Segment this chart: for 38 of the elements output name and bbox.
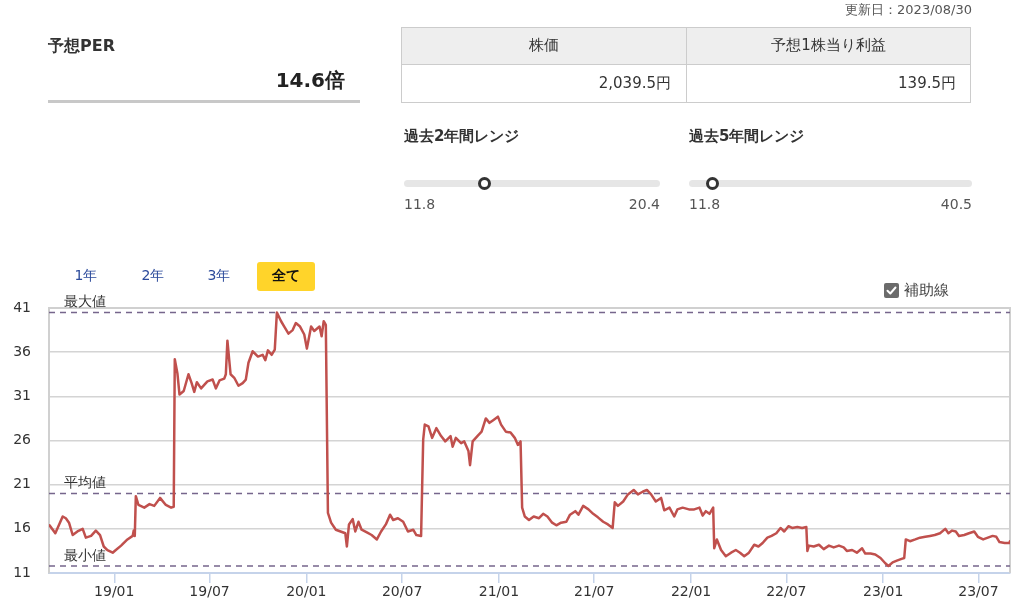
x-tick-label: 21/07 <box>574 583 615 600</box>
ref-line-label: 最大値 <box>64 293 106 310</box>
x-tick-label: 22/01 <box>670 583 712 600</box>
y-tick-label: 26 <box>13 431 32 448</box>
text: 1年 <box>74 267 98 283</box>
text: 20.4 <box>628 196 660 212</box>
ref-line-label: 平均値 <box>64 474 106 491</box>
text: 11.8 <box>404 196 436 212</box>
text: 3年 <box>207 267 231 283</box>
text: 14.6倍 <box>275 68 345 92</box>
x-tick-label: 19/01 <box>94 583 135 600</box>
x-tick-label: 23/01 <box>862 583 904 600</box>
text: 139.5円 <box>898 74 956 92</box>
text: 更新日：2023/08/30 <box>845 2 972 17</box>
text: 40.5 <box>940 196 972 212</box>
x-tick-label: 23/07 <box>958 583 999 600</box>
text: 株価 <box>528 36 559 54</box>
text: 予想1株当り利益 <box>771 36 886 54</box>
chart-title: 予想PER <box>48 36 115 55</box>
x-tick-label: 19/07 <box>189 583 230 600</box>
y-tick-label: 11 <box>13 563 31 580</box>
x-tick-label: 20/01 <box>286 583 327 600</box>
x-tick-label: 20/07 <box>381 583 423 600</box>
y-tick-label: 41 <box>13 298 31 315</box>
x-tick-label: 22/07 <box>766 583 807 600</box>
text: 過去2年間レンジ <box>404 127 520 145</box>
text: 補助線 <box>904 281 949 299</box>
text: 2,039.5円 <box>598 74 671 92</box>
x-tick-label: 21/01 <box>478 583 520 600</box>
y-tick-label: 36 <box>13 342 32 359</box>
text: 2年 <box>141 267 165 283</box>
y-tick-label: 31 <box>13 386 31 403</box>
text: 過去5年間レンジ <box>689 127 805 145</box>
text: 全て <box>272 267 300 283</box>
ref-line-label: 最小値 <box>64 546 106 563</box>
y-tick-label: 21 <box>13 475 31 492</box>
y-tick-label: 16 <box>13 519 32 536</box>
text: 11.8 <box>689 196 721 212</box>
